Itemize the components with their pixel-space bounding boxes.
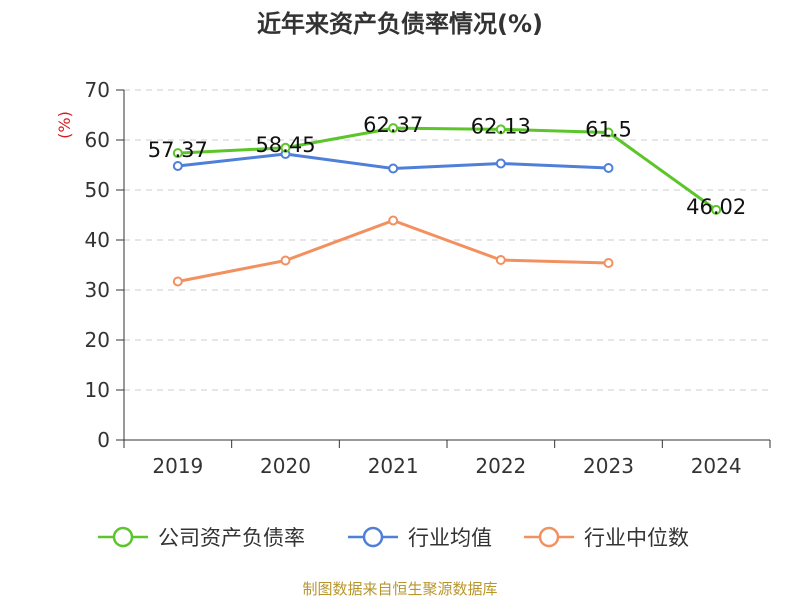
data-point [495,124,506,135]
y-tick-label: 50 [85,178,110,202]
y-tick-label: 60 [85,128,110,152]
data-point [388,163,399,174]
data-label: 58.45 [255,133,315,157]
data-point [711,204,722,215]
x-tick-label: 2023 [583,454,634,478]
data-point [603,127,614,138]
legend-label: 行业均值 [408,526,492,550]
data-point [280,255,291,266]
data-point [495,158,506,169]
y-tick-label: 70 [85,78,110,102]
data-label: 57.37 [148,138,208,162]
legend-swatch-marker [112,526,134,548]
x-tick-label: 2022 [475,454,526,478]
y-axis-label: (%) [55,111,74,139]
data-point [172,276,183,287]
x-tick-label: 2021 [368,454,419,478]
data-point [172,148,183,159]
data-label: 62.37 [363,113,423,137]
series-line [177,126,718,212]
x-tick-label: 2019 [152,454,203,478]
data-point [388,215,399,226]
data-point [603,258,614,268]
data-label: 61.5 [585,118,632,142]
x-tick-label: 2020 [260,454,311,478]
data-label: 62.13 [471,114,531,138]
legend-label: 行业中位数 [584,526,689,550]
data-point [388,123,399,134]
y-tick-label: 10 [85,378,110,402]
data-point [172,161,183,171]
y-tick-label: 20 [85,328,110,352]
x-tick-label: 2024 [691,454,742,478]
chart-title: 近年来资产负债率情况(%) [257,10,543,38]
legend-swatch-marker [362,526,384,548]
data-point [280,142,291,153]
source-footer: 制图数据来自恒生聚源数据库 [302,580,498,598]
data-label: 46.02 [686,195,746,219]
legend-label: 公司资产负债率 [158,526,305,550]
series-line [177,219,609,283]
data-point [603,163,614,173]
y-tick-label: 0 [97,428,110,452]
legend-swatch-marker [538,526,560,548]
y-tick-label: 40 [85,228,110,252]
y-tick-label: 30 [85,278,110,302]
data-point [495,255,506,265]
